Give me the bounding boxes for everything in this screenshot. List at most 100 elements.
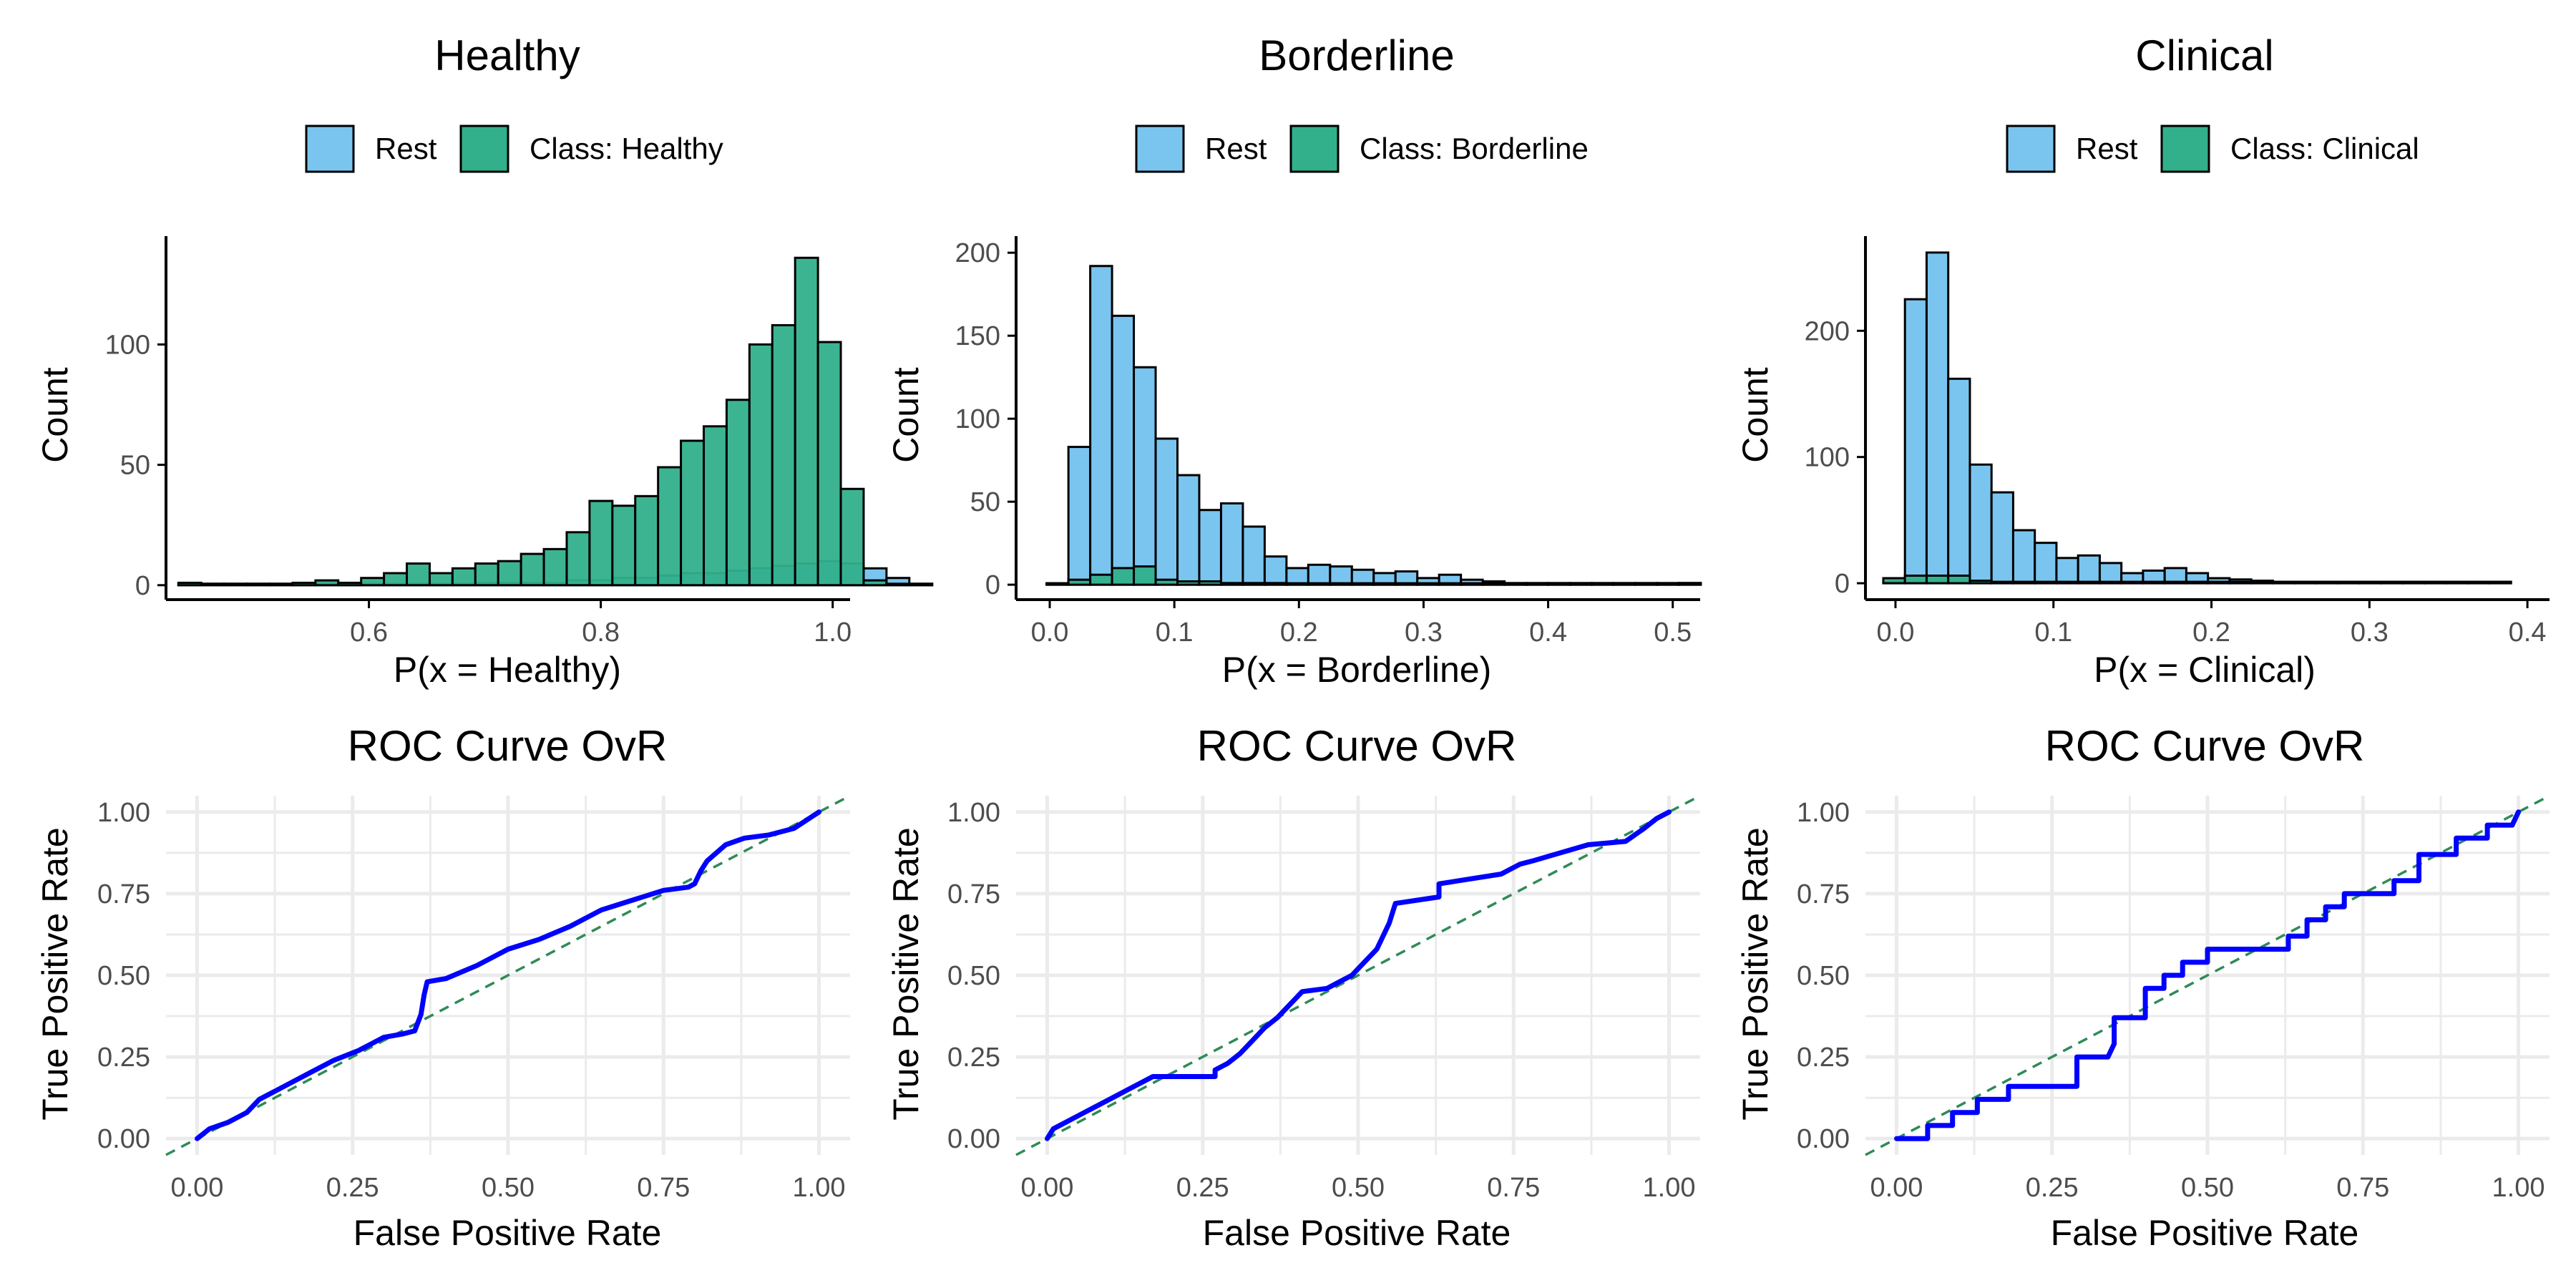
hist-bar-class: [703, 425, 728, 587]
hist-bar-rest: [1198, 509, 1222, 586]
chart-title: ROC Curve OvR: [1197, 722, 1517, 770]
legend-swatch-class: [459, 125, 509, 173]
hist-bar-class: [542, 547, 568, 587]
y-tick-label: 0.25: [97, 1043, 150, 1073]
hist-bar-class: [1990, 580, 2014, 585]
x-axis-title: False Positive Rate: [353, 1213, 662, 1253]
hist-bar-class: [1241, 582, 1266, 586]
hist-bar-class: [268, 582, 294, 587]
legend: Rest Class: Borderline: [1135, 125, 1589, 173]
x-tick-label: 0.75: [637, 1173, 690, 1203]
hist-bar-class: [634, 494, 660, 587]
hist-bar-rest: [1263, 555, 1288, 586]
hist-bar-class: [200, 582, 225, 587]
hist-bar-class: [1154, 578, 1179, 586]
hist-bar-class: [2271, 580, 2296, 585]
legend-swatch-rest: [305, 125, 355, 173]
plot-area: 0.0 0.1 0.2 0.3 0.4 0 100 200: [1805, 236, 2550, 648]
x-tick-label: 0.3: [2351, 618, 2389, 648]
histogram-healthy: Healthy Rest Class: Healthy 0.6 0.8 1.0 0 50…: [35, 31, 934, 690]
x-tick-label: 0.00: [170, 1173, 223, 1203]
hist-bar-class: [2011, 580, 2036, 585]
roc-curve-clinical: ROC Curve OvR 0.00 0.25 0.50 0.75 1.000.000.…: [1735, 722, 2550, 1253]
y-tick-label: 1.00: [97, 798, 150, 828]
y-tick-label: 50: [970, 487, 1000, 517]
hist-bar-class: [1612, 582, 1636, 586]
x-tick-label: 0.25: [2026, 1173, 2079, 1203]
y-tick-label: 1.00: [947, 798, 1000, 828]
x-axis-title: P(x = Clinical): [2094, 650, 2316, 690]
hist-bar-class: [2423, 580, 2447, 585]
hist-bar-class: [1176, 580, 1201, 586]
x-tick-label: 0.00: [1870, 1173, 1923, 1203]
x-tick-label: 0.2: [1280, 618, 1318, 648]
hist-bar-class: [1882, 577, 1906, 585]
hist-bar-class: [2358, 580, 2383, 585]
hist-bar-class: [1045, 582, 1070, 586]
hist-bar-class: [748, 343, 774, 587]
hist-bar-class: [177, 581, 203, 587]
hist-bar-class: [839, 487, 865, 587]
hist-bar-rest: [1903, 298, 1928, 585]
plot-area: 0.00 0.25 0.50 0.75 1.00 0.00 0.25 0.50 0.75 1.00: [97, 794, 851, 1203]
y-axis-title: True Positive Rate: [35, 827, 75, 1120]
x-tick-label: 0.6: [350, 618, 388, 648]
hist-bar-class: [497, 560, 522, 587]
hist-bar-class: [1089, 573, 1113, 586]
plot-area: 0.00 0.25 0.50 0.75 1.00 0.00 0.25 0.50 0.75 1.00: [1797, 794, 2550, 1203]
legend-label-rest: Rest: [375, 132, 437, 165]
y-axis-title: Count: [35, 367, 75, 463]
x-tick-label: 0.75: [1487, 1173, 1540, 1203]
hist-bar-class: [223, 582, 248, 587]
y-tick-label: 0.50: [1797, 961, 1850, 991]
x-tick-label: 0.0: [1031, 618, 1069, 648]
hist-bar-rest: [1925, 251, 1950, 585]
y-tick-label: 0.75: [1797, 879, 1850, 909]
hist-bar-class: [2444, 580, 2469, 585]
hist-bar-class: [2055, 580, 2079, 585]
hist-bar-rest: [1219, 502, 1244, 586]
legend-swatch-class: [1289, 125, 1340, 173]
chart-title: ROC Curve OvR: [348, 722, 668, 770]
diagonal-reference-line: [1015, 794, 1701, 1156]
x-tick-label: 0.2: [2192, 618, 2230, 648]
hist-bar-class: [1481, 582, 1506, 586]
legend-label-rest: Rest: [1205, 132, 1267, 165]
hist-bar-rest: [1968, 463, 1993, 585]
x-tick-label: 0.25: [326, 1173, 379, 1203]
y-tick-label: 0: [985, 570, 1000, 600]
hist-bar-class: [1263, 582, 1288, 586]
hist-bar-class: [2163, 580, 2187, 585]
y-axis-title: Count: [1735, 367, 1775, 463]
y-tick-label: 0.00: [1797, 1124, 1850, 1154]
x-tick-label: 0.4: [1529, 618, 1567, 648]
histogram-borderline: Borderline Rest Class: Borderline 0.0 0.1…: [886, 31, 1702, 690]
hist-bar-class: [474, 562, 499, 587]
hist-bar-class: [2380, 580, 2404, 585]
y-tick-label: 1.00: [1797, 798, 1850, 828]
hist-bar-rest: [1307, 563, 1332, 586]
roc-curve-healthy: ROC Curve OvR 0.00 0.25 0.50 0.75 1.000.000.…: [35, 722, 851, 1253]
hist-bar-class: [1416, 582, 1440, 586]
hist-bar-class: [1925, 574, 1950, 585]
x-tick-label: 1.00: [793, 1173, 846, 1203]
y-tick-label: 0.25: [947, 1043, 1000, 1073]
hist-bar-class: [2185, 580, 2210, 585]
hist-bar-class: [337, 581, 363, 587]
roc-curve-line: [195, 809, 821, 1141]
y-tick-label: 0.00: [97, 1124, 150, 1154]
hist-bar-class: [2207, 580, 2231, 585]
legend-swatch-rest: [1135, 125, 1185, 173]
hist-bar-rest: [1329, 565, 1353, 586]
hist-bar-class: [2336, 580, 2361, 585]
hist-bar-class: [1591, 582, 1615, 586]
x-tick-label: 0.0: [1877, 618, 1915, 648]
x-tick-label: 0.75: [2336, 1173, 2389, 1203]
plot-area: 0.00 0.25 0.50 0.75 1.00 0.00 0.25 0.50 0.75 1.00: [947, 794, 1701, 1203]
x-axis-title: P(x = Healthy): [394, 650, 621, 690]
hist-bar-class: [451, 567, 477, 587]
x-tick-label: 1.0: [814, 618, 852, 648]
hist-bar-class: [314, 579, 340, 587]
hist-bar-rest: [2098, 562, 2123, 585]
hist-bar-class: [1656, 582, 1680, 586]
